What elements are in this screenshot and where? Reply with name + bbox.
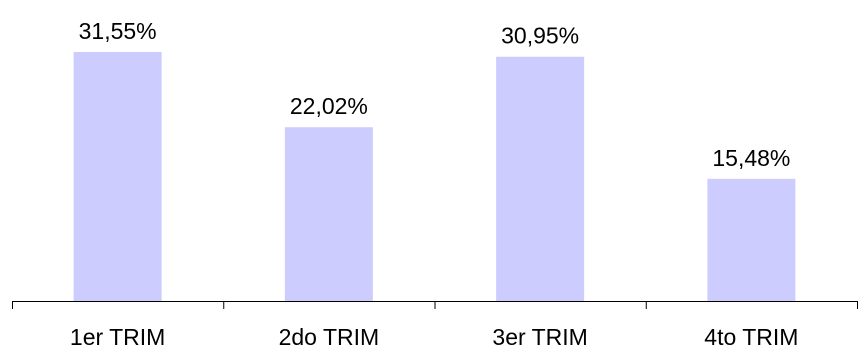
- category-label-1: 1er TRIM: [70, 324, 165, 350]
- bar-2: [284, 127, 373, 301]
- bar-4: [707, 178, 796, 301]
- x-axis: [12, 301, 858, 309]
- value-labels-group: 31,55% 22,02% 30,95% 15,48%: [79, 18, 791, 171]
- category-label-2: 2do TRIM: [279, 324, 380, 350]
- bar-3: [496, 56, 585, 302]
- bar-1: [73, 52, 162, 301]
- data-label-3: 30,95%: [501, 23, 579, 49]
- data-label-4: 15,48%: [712, 145, 790, 171]
- data-label-1: 31,55%: [79, 18, 157, 44]
- category-labels-group: 1er TRIM 2do TRIM 3er TRIM 4to TRIM: [70, 324, 799, 350]
- category-label-3: 3er TRIM: [492, 324, 587, 350]
- data-label-2: 22,02%: [290, 93, 368, 119]
- bars-group: [73, 52, 796, 302]
- category-label-4: 4to TRIM: [704, 324, 798, 350]
